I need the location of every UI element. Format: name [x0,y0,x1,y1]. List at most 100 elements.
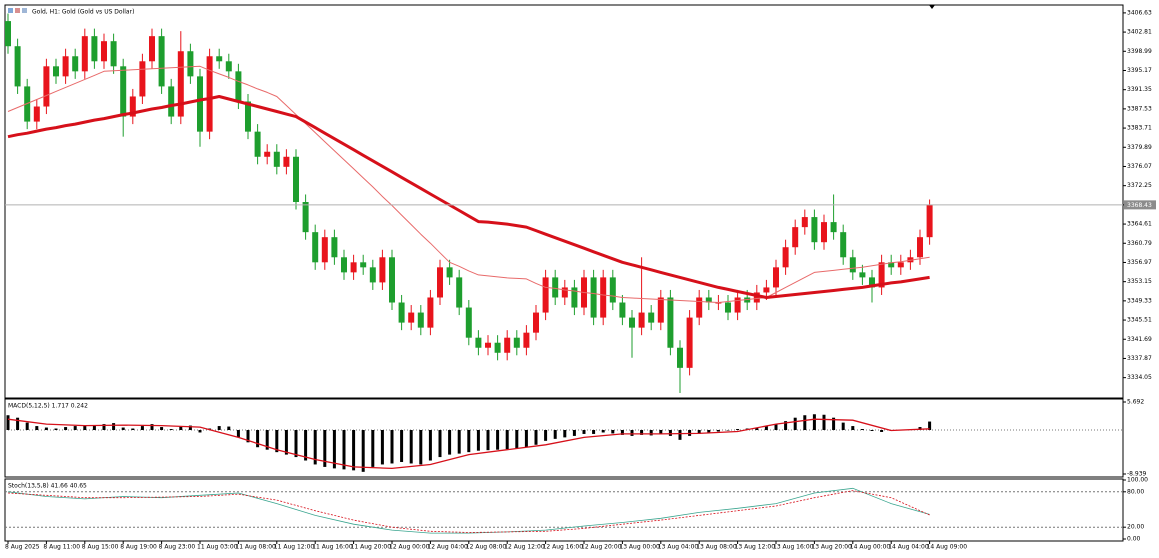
histogram-bar [44,427,48,431]
candle-body [43,66,50,107]
candle-body [216,56,223,62]
candle-body [235,71,242,102]
candle-body [369,267,376,283]
histogram-bar [198,430,202,433]
histogram-bar [640,430,644,435]
candle-body [14,46,21,87]
candle-body [830,222,837,233]
candle-body [657,297,664,323]
histogram-bar [851,426,855,431]
candle-body [888,262,895,268]
moving-average [7,95,930,299]
histogram-bar [457,430,461,454]
candle-body [53,66,59,77]
histogram-bar [572,430,576,436]
candle-body [590,277,597,318]
candle-body [389,257,395,303]
histogram-bar [707,430,711,433]
candle-body [926,204,933,238]
candle-body [62,56,69,77]
candle-body [763,287,770,293]
y-tick-label: 80.00 [1127,488,1144,495]
histogram-bar [342,430,346,470]
candle-body [801,217,808,228]
histogram-bar [697,430,701,434]
histogram-bar [361,430,365,472]
candle-body [715,302,722,304]
y-tick-label: 3364.61 [1127,221,1152,228]
candle-body [792,227,799,248]
candle-body [293,156,299,203]
y-tick-label: 3334.05 [1127,374,1152,381]
candle-body [504,337,511,353]
histogram-bar [400,430,404,462]
candle-body [446,267,453,278]
candle-body [177,51,184,117]
histogram-bar [534,430,538,445]
y-tick-label: 3387.53 [1127,105,1152,112]
histogram-bar [918,427,922,431]
histogram-bar [726,430,730,431]
candle-body [273,151,280,167]
candle-body [782,247,789,268]
candle-body [897,262,904,268]
x-tick-label: 13 Aug 16:00 [773,544,814,551]
histogram-bar [188,425,192,431]
histogram-bar [438,430,442,458]
histogram-bar [64,427,68,431]
histogram-bar [313,430,317,465]
candle-body [331,237,338,258]
x-tick-label: 11 Aug 03:00 [197,544,238,551]
y-tick-label: 3349.33 [1127,297,1152,304]
histogram-bar [352,430,356,471]
y-tick-label: 3372.25 [1127,182,1152,189]
candle-body [81,36,88,72]
histogram-bar [112,423,116,431]
y-tick-label: 100.00 [1127,477,1148,484]
histogram-bar [592,430,596,434]
histogram-bar [25,422,29,431]
candle-body [533,312,539,333]
candle-body [417,312,424,328]
histogram-bar [544,430,548,441]
x-tick-label: 11 Aug 20:00 [351,544,392,551]
candle-body [149,36,155,62]
candle-body [677,347,683,368]
title-icon [22,8,27,13]
candle-body [542,277,549,313]
histogram-bar [371,430,375,467]
histogram-bar [755,427,759,431]
indicator-title: Stoch(13,5,8) 41.66 40.65 [8,483,87,490]
candle-body [753,292,760,303]
candle-body [158,36,165,87]
x-tick-label: 12 Aug 00:00 [389,544,430,551]
histogram-bar [83,425,87,431]
y-tick-label: 3391.35 [1127,86,1152,93]
x-tick-label: 13 Aug 08:00 [696,544,737,551]
candle-body [33,106,40,122]
y-tick-label: 20.00 [1127,524,1144,531]
candle-body [821,222,827,243]
histogram-bar [6,415,10,431]
histogram-bar [467,430,471,453]
histogram-bar [275,430,279,453]
candle-body [523,332,530,348]
histogram-bar [35,426,39,431]
candle-body [264,151,271,157]
x-tick-label: 8 Aug 23:00 [159,544,196,551]
y-tick-label: 5.692 [1127,398,1144,405]
candle-body [139,61,146,97]
candle-body [312,232,319,263]
candle-body [168,86,175,117]
histogram-bar [227,426,231,431]
y-tick-label: 3353.15 [1127,278,1152,285]
x-tick-label: 8 Aug 2025 [5,544,40,551]
y-tick-label: 3341.69 [1127,336,1152,343]
title-icon [15,8,20,13]
candle-body [869,277,875,288]
candle-body [129,96,136,117]
histogram-bar [256,430,260,448]
candle-body [619,302,626,318]
candle-body [321,237,328,263]
candle-body [571,287,578,308]
